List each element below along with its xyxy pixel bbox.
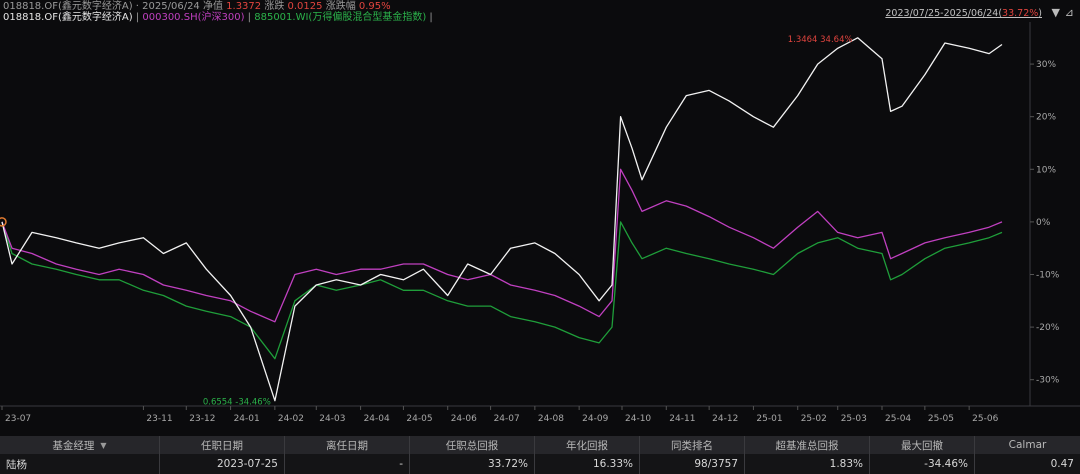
y-tick-label: -20% [1036, 323, 1060, 333]
legend: 018818.OF(鑫元数字经济A) | 000300.SH(沪深300) | … [3, 12, 433, 23]
cell-max-drawdown: -34.46% [870, 454, 975, 474]
y-tick-label: 20% [1036, 113, 1056, 123]
col-manager[interactable]: 基金经理 ▼ [0, 436, 160, 454]
cell-start-date: 2023-07-25 [160, 454, 285, 474]
y-tick-label: -30% [1036, 376, 1060, 386]
col-excess-return[interactable]: 超基准总回报 [745, 436, 870, 454]
x-tick-label: 24-01 [234, 414, 260, 424]
chart-header: 018818.OF(鑫元数字经济A) · 2025/06/24 净值 1.337… [0, 0, 1080, 23]
date-range[interactable]: 2023/07/25-2025/06/24(33.72%) [885, 8, 1042, 19]
x-tick-label: 25-05 [928, 414, 954, 424]
col-total-return[interactable]: 任职总回报 [410, 436, 535, 454]
start-marker [0, 217, 7, 227]
x-tick-label: 24-07 [494, 414, 520, 424]
col-end-date[interactable]: 离任日期 [285, 436, 410, 454]
change-pct: 0.95% [358, 1, 391, 12]
cell-annual-return: 16.33% [535, 454, 640, 474]
col-calmar[interactable]: Calmar [1008, 439, 1047, 451]
x-tick-label: 25-01 [756, 414, 782, 424]
x-tick-label: 24-10 [625, 414, 651, 424]
cell-end-date: - [285, 454, 410, 474]
cell-total-return: 33.72% [410, 454, 535, 474]
draw-tool-icon[interactable]: ⊿ [1064, 6, 1074, 19]
min-annotation: 0.6554 -34.46% [203, 398, 271, 408]
change-value: 0.0125 [287, 1, 323, 12]
series-line-0 [1, 37, 1003, 402]
fund-quote-line: 018818.OF(鑫元数字经济A) · 2025/06/24 净值 1.337… [3, 1, 391, 12]
max-annotation: 1.3464 34.64% [788, 35, 853, 45]
series-line-1 [1, 168, 1003, 323]
col-annual-return[interactable]: 年化回报 [535, 436, 640, 454]
x-tick-label: 23-12 [189, 414, 215, 424]
x-tick-label: 24-03 [319, 414, 345, 424]
nav-value: 1.3372 [226, 1, 262, 12]
x-tick-label: 24-02 [278, 414, 304, 424]
x-tick-label: 24-09 [582, 414, 608, 424]
table-header: 基金经理 ▼ 任职日期 离任日期 任职总回报 年化回报 同类排名 超基准总回报 最… [0, 436, 1080, 454]
x-tick-label: 23-11 [146, 414, 172, 424]
sort-icon: ▼ [100, 440, 107, 450]
performance-chart: 30% 20% 10% 0% -10% -20% -30% 23-07 23-11 23-12 24… [0, 22, 1080, 424]
legend-fund[interactable]: 018818.OF(鑫元数字经济A) [3, 12, 133, 23]
manager-table: 基金经理 ▼ 任职日期 离任日期 任职总回报 年化回报 同类排名 超基准总回报 最… [0, 436, 1080, 474]
y-tick-label: 0% [1036, 218, 1051, 228]
x-tick-label: 24-11 [669, 414, 695, 424]
col-rank[interactable]: 同类排名 [640, 436, 745, 454]
x-tick-label: 24-08 [538, 414, 564, 424]
cell-excess-return: 1.83% [745, 454, 870, 474]
legend-csi300[interactable]: 000300.SH(沪深300) [142, 12, 245, 23]
y-tick-label: -10% [1036, 270, 1060, 280]
table-row[interactable]: 陆杨 2023-07-25 - 33.72% 16.33% 98/3757 1.… [0, 454, 1080, 474]
cell-calmar: 0.47 [1050, 458, 1074, 470]
x-tick-label: 24-12 [712, 414, 738, 424]
x-tick-label: 25-03 [841, 414, 867, 424]
x-tick-label: 25-02 [801, 414, 827, 424]
x-tick-label: 24-04 [364, 414, 390, 424]
x-tick-label: 24-05 [406, 414, 432, 424]
cell-rank: 98/3757 [640, 454, 745, 474]
x-tick-label: 25-04 [885, 414, 911, 424]
col-max-drawdown[interactable]: 最大回撤 [870, 436, 975, 454]
x-tick-label: 25-06 [972, 414, 998, 424]
x-tick-label: 24-06 [451, 414, 477, 424]
x-tick-label: 23-07 [5, 414, 31, 424]
series-line-2 [1, 221, 1003, 360]
cell-manager: 陆杨 [0, 454, 160, 474]
dropdown-icon[interactable]: ▼ [1051, 6, 1060, 19]
col-start-date[interactable]: 任职日期 [160, 436, 285, 454]
y-tick-label: 10% [1036, 165, 1056, 175]
y-tick-label: 30% [1036, 60, 1056, 70]
legend-fund-index[interactable]: 885001.WI(万得偏股混合型基金指数) [254, 12, 427, 23]
